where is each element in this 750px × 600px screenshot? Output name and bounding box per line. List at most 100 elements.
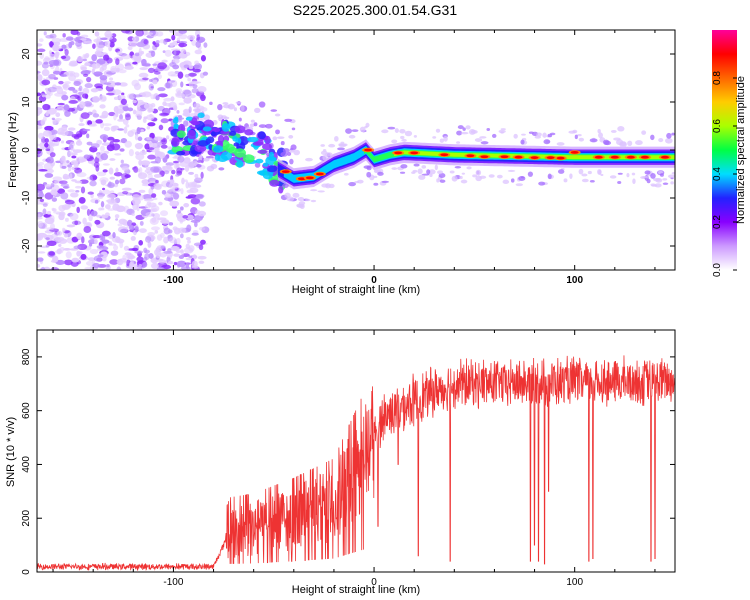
spectrogram-noise-speckle	[164, 49, 172, 57]
spectrogram-noise-speckle	[64, 199, 75, 205]
spectrogram-noise-speckle	[76, 172, 87, 178]
spectrogram-noise-speckle	[156, 183, 160, 186]
spectrogram-noise-speckle	[57, 105, 61, 110]
spectrogram-noise-speckle	[122, 254, 127, 261]
spectrogram-noise-speckle	[86, 141, 93, 146]
spectrogram-noise-speckle	[67, 166, 72, 172]
spectrogram-noise-speckle	[58, 180, 68, 185]
spectrogram-noise-speckle	[48, 50, 52, 55]
spectrogram-noise-speckle	[178, 227, 187, 234]
spectrogram-noise-speckle	[98, 207, 103, 211]
spectrogram-ridge-blob	[262, 171, 273, 180]
spectrogram-noise-speckle	[63, 248, 71, 251]
spectrogram-noise-speckle	[265, 123, 273, 129]
spectrogram-noise-speckle	[235, 101, 242, 104]
spectrogram-noise-speckle	[63, 259, 73, 266]
spectrogram-noise-speckle	[143, 39, 148, 45]
spectrogram-noise-speckle	[134, 250, 144, 254]
spectrogram-noise-speckle	[116, 108, 124, 114]
spectrogram-noise-speckle	[109, 158, 116, 161]
spectrogram-noise-speckle	[136, 266, 142, 270]
spectrogram-fringe	[598, 132, 603, 139]
spectrogram-noise-speckle	[99, 104, 106, 109]
spectrogram-noise-speckle	[116, 266, 122, 270]
spectrogram-noise-speckle	[194, 177, 203, 183]
spectrogram-ridge-blob	[197, 140, 209, 147]
spectrogram-xlabel: Height of straight line (km)	[292, 284, 420, 296]
spectrogram-ridge-blob	[176, 130, 186, 138]
spectrogram-fringe	[543, 139, 551, 145]
spectrogram-noise-speckle	[143, 256, 148, 262]
snr-ytick-label: 600	[21, 402, 32, 419]
spectrogram-fringe	[438, 173, 446, 178]
spectrogram-noise-speckle	[119, 178, 126, 185]
spectrogram-noise-speckle	[80, 66, 88, 71]
spectrogram-noise-speckle	[136, 260, 145, 264]
spectrogram-noise-speckle	[168, 237, 178, 244]
spectrogram-noise-speckle	[79, 251, 83, 255]
spectrogram-noise-speckle	[77, 96, 81, 101]
spectrogram-xtick-label: -100	[163, 275, 183, 286]
spectrogram-noise-speckle	[200, 171, 204, 179]
spectrogram-fringe	[538, 181, 546, 186]
spectrogram-noise-speckle	[138, 159, 143, 166]
spectrogram-noise-speckle	[45, 237, 50, 240]
spectrogram-fringe	[365, 122, 370, 128]
spectrogram-noise-speckle	[91, 54, 98, 62]
spectrogram-noise-speckle	[147, 122, 156, 127]
spectrogram-noise-speckle	[103, 82, 112, 85]
spectrogram-noise-speckle	[96, 139, 103, 145]
spectrogram-fringe	[468, 128, 476, 135]
spectrogram-noise-speckle	[37, 92, 42, 97]
spectrogram-noise-speckle	[196, 34, 200, 41]
spectrogram-noise-speckle	[62, 175, 71, 180]
spectrogram-hotspot-core	[394, 151, 403, 155]
spectrogram-fringe	[394, 128, 399, 134]
spectrogram-noise-speckle	[119, 113, 123, 121]
spectrogram-noise-speckle	[168, 222, 174, 226]
spectrogram-noise-speckle	[52, 208, 57, 212]
spectrogram-noise-speckle	[203, 42, 208, 48]
spectrogram-noise-speckle	[76, 31, 81, 36]
spectrogram-noise-speckle	[128, 40, 132, 46]
spectrogram-noise-speckle	[161, 139, 166, 143]
snr-ytick-label: 800	[21, 348, 32, 365]
spectrogram-noise-speckle	[173, 192, 180, 200]
colorbar: 0.0 0.2 0.4 0.6 0.8 Normalized spectral ampl…	[712, 30, 747, 277]
spectrogram-noise-speckle	[94, 88, 103, 92]
spectrogram-noise-speckle	[78, 196, 86, 204]
spectrogram-noise-speckle	[154, 229, 159, 234]
spectrogram-noise-speckle	[43, 61, 49, 65]
spectrogram-noise-speckle	[147, 154, 156, 160]
spectrogram-noise-speckle	[152, 143, 158, 148]
spectrogram-noise-speckle	[64, 233, 69, 238]
spectrogram-fringe	[351, 129, 359, 133]
spectrogram-noise-speckle	[185, 181, 190, 189]
spectrogram-fringe	[563, 178, 568, 183]
spectrogram-noise-speckle	[69, 72, 74, 77]
spectrogram-noise-speckle	[123, 245, 130, 251]
spectrogram-noise-speckle	[109, 259, 119, 265]
spectrogram-fringe	[474, 138, 483, 142]
spectrogram-noise-speckle	[63, 104, 70, 111]
spectrogram-fringe	[641, 176, 649, 179]
spectrogram-noise-speckle	[115, 205, 126, 213]
spectrogram-noise-speckle	[200, 94, 206, 102]
spectrogram-noise-speckle	[144, 169, 151, 174]
spectrogram-noise-speckle	[153, 70, 161, 75]
spectrogram-fringe	[359, 126, 366, 133]
spectrogram-noise-speckle	[37, 70, 41, 74]
spectrogram-fringe	[434, 164, 438, 171]
spectrogram-noise-speckle	[158, 124, 164, 131]
spectrogram-fringe	[587, 170, 592, 175]
spectrogram-noise-speckle	[45, 34, 54, 39]
spectrogram-noise-speckle	[171, 34, 176, 41]
spectrogram-noise-speckle	[99, 177, 109, 183]
spectrogram-noise-speckle	[109, 41, 115, 48]
spectrogram-noise-speckle	[37, 232, 47, 238]
colorbar-ticks: 0.0 0.2 0.4 0.6 0.8	[712, 71, 737, 277]
spectrogram-noise-speckle	[99, 95, 107, 102]
spectrogram-ridge-blob	[197, 112, 205, 119]
spectrogram-noise-speckle	[105, 92, 115, 96]
